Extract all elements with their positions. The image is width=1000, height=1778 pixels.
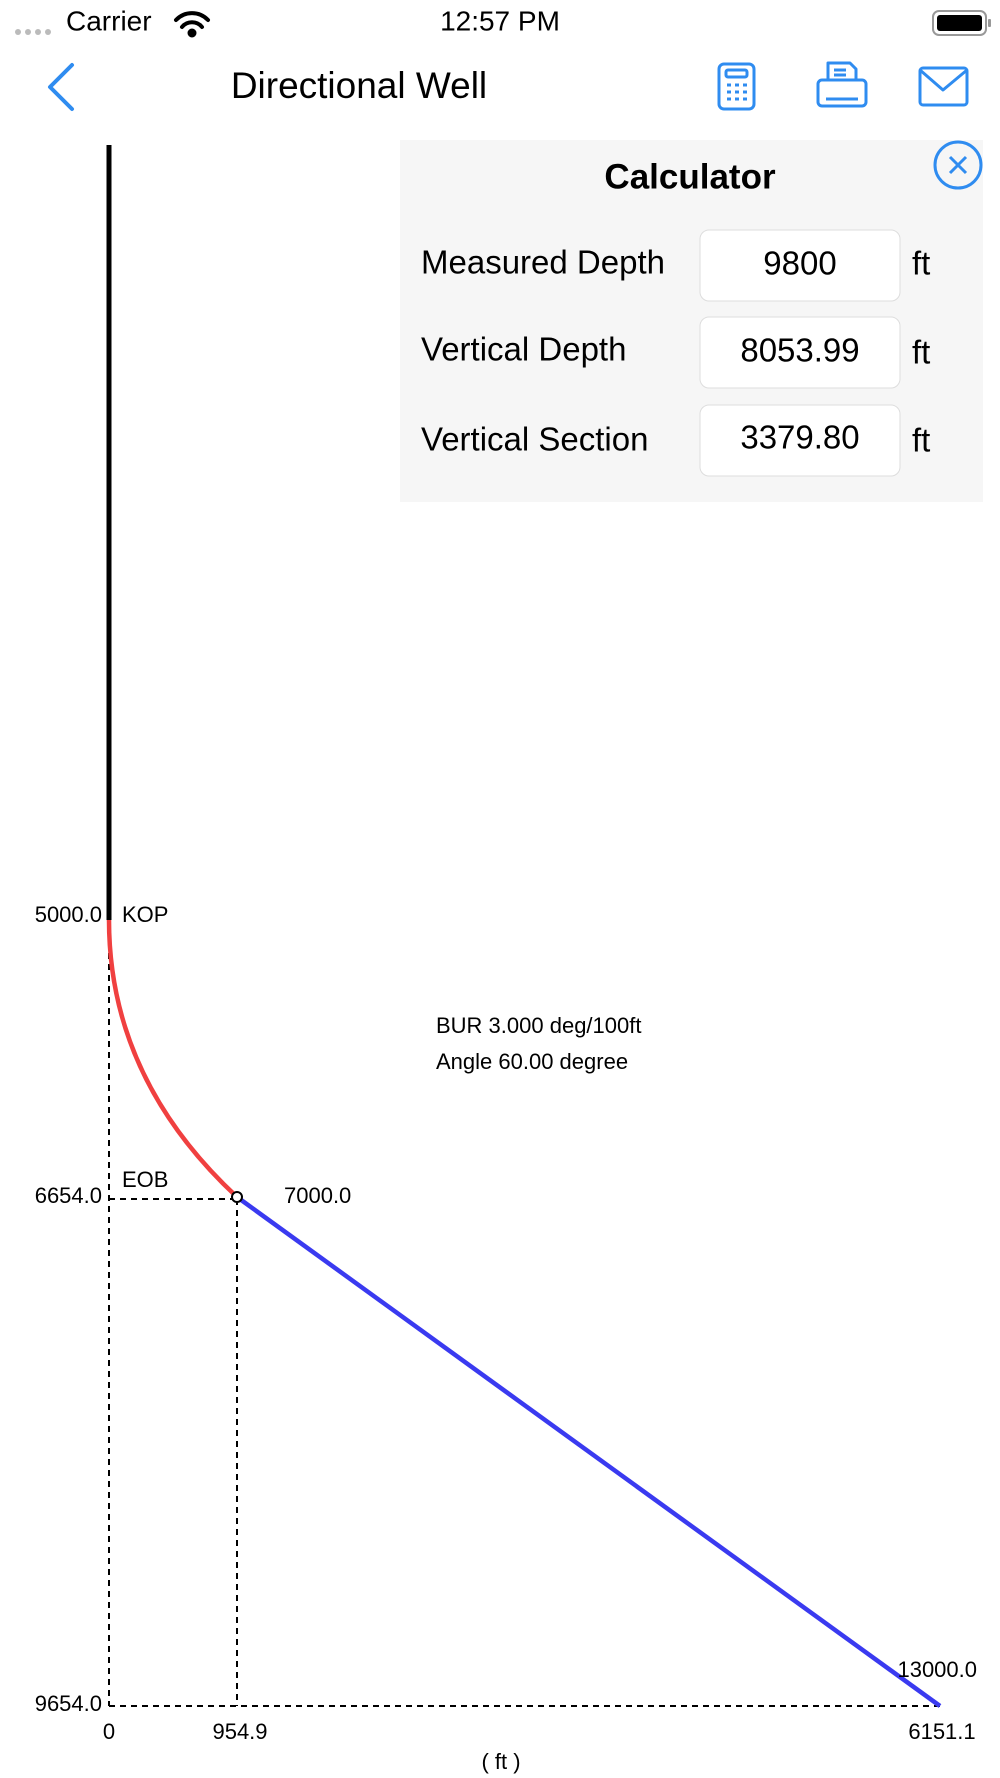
eob-displacement: 954.9 [212, 1719, 267, 1744]
close-button[interactable] [933, 140, 983, 190]
signal [15, 29, 51, 35]
calculator-title: Calculator [604, 157, 776, 196]
unit: ft [912, 422, 930, 459]
input-value: 8053.99 [740, 332, 859, 369]
back-button[interactable] [48, 63, 74, 111]
row-label: Measured Depth [421, 244, 665, 281]
eob-label: EOB [122, 1167, 168, 1192]
clock: 12:57 PM [440, 5, 560, 36]
build-section [106, 919, 239, 1199]
row-0: Measured Depth 9800 ft [421, 229, 930, 302]
nav-title: Directional Well [231, 65, 487, 106]
x-unit: ( ft ) [481, 1749, 520, 1774]
input-field[interactable] [699, 404, 901, 477]
note: BUR 3.000 deg/100ft [436, 1013, 641, 1038]
guide-lines [108, 920, 940, 1707]
eob-marker [231, 1191, 243, 1203]
td-md: 13000.0 [897, 1657, 977, 1682]
kop-depth: 5000.0 [35, 902, 102, 927]
kop-label: KOP [122, 902, 168, 927]
input-field[interactable] [699, 229, 901, 302]
td-displacement: 6151.1 [908, 1719, 975, 1744]
unit: ft [912, 334, 930, 371]
unit: ft [912, 245, 930, 282]
row-1: Vertical Depth 8053.99 ft [421, 316, 930, 389]
battery [932, 10, 991, 36]
x-origin: 0 [103, 1719, 115, 1744]
td-depth: 9654.0 [35, 1691, 102, 1716]
tangent-section [235, 1195, 942, 1708]
note: Angle 60.00 degree [436, 1049, 628, 1074]
wifi-icon [174, 11, 210, 38]
input-field[interactable] [699, 316, 901, 389]
mail-button[interactable] [918, 66, 969, 107]
carrier: Carrier [66, 5, 152, 36]
eob-depth: 6654.0 [35, 1183, 102, 1208]
row-2: Vertical Section 3379.80 ft [421, 404, 930, 477]
print-button[interactable] [816, 61, 868, 108]
eob-md: 7000.0 [284, 1183, 351, 1208]
input-value: 9800 [763, 245, 836, 282]
row-label: Vertical Section [421, 421, 648, 458]
calculator-button[interactable] [717, 62, 756, 111]
input-value: 3379.80 [740, 419, 859, 456]
row-label: Vertical Depth [421, 331, 626, 368]
